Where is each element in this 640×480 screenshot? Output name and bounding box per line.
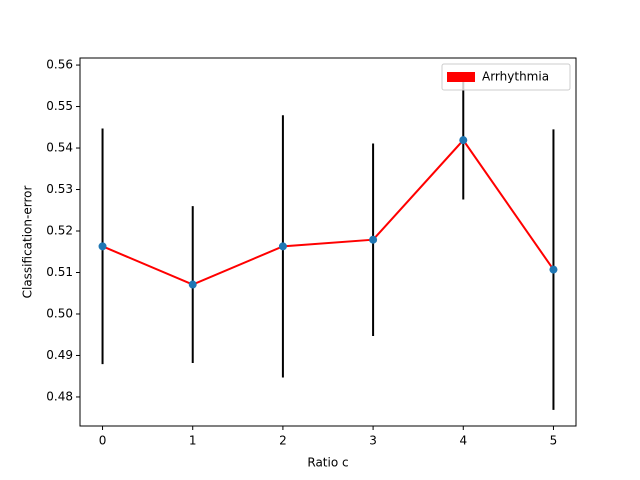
y-tick-label: 0.56 [46,58,73,72]
marker [188,280,197,289]
y-tick-label: 0.54 [46,141,73,155]
y-tick-label: 0.52 [46,224,73,238]
legend-swatch [447,72,475,82]
x-tick-label: 4 [459,434,467,448]
legend-label: Arrhythmia [482,70,549,84]
marker [98,242,107,251]
x-axis-label: Ratio c [307,456,348,470]
legend-box [441,63,571,91]
y-tick-label: 0.53 [46,182,73,196]
x-tick-label: 1 [189,434,197,448]
y-tick-label: 0.48 [46,389,73,403]
marker [459,136,468,145]
y-axis-label: Classification-error [21,186,35,299]
marker [369,235,378,244]
y-tick-label: 0.50 [46,306,73,320]
y-tick-label: 0.55 [46,99,73,113]
y-tick-label: 0.49 [46,348,73,362]
x-tick-label: 0 [99,434,107,448]
y-tick-label: 0.51 [46,265,73,279]
x-tick-label: 5 [550,434,558,448]
x-tick-label: 2 [279,434,287,448]
marker [278,242,287,251]
marker [549,265,558,274]
line [102,138,555,286]
x-tick-label: 3 [369,434,377,448]
plot-frame [79,57,577,427]
